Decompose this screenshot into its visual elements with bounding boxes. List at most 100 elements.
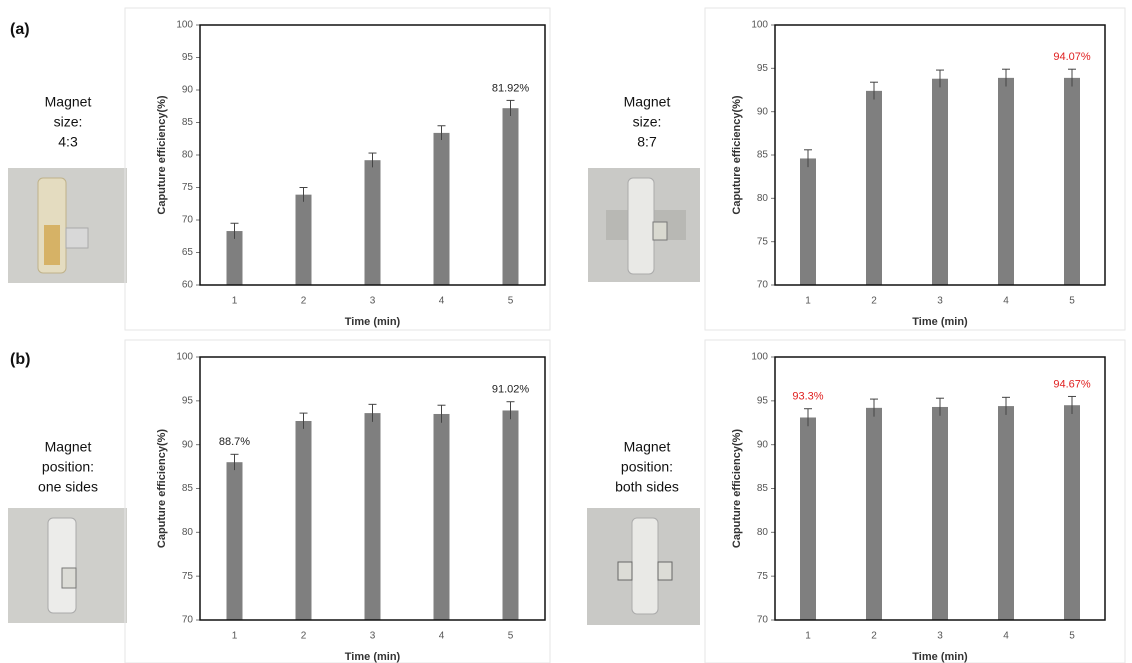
y-tick-label: 80 — [757, 527, 769, 538]
caption: size: — [633, 114, 662, 130]
bar — [365, 413, 381, 620]
y-tick-label: 95 — [182, 52, 194, 63]
x-tick-label: 2 — [871, 296, 877, 307]
y-tick-label: 95 — [757, 395, 769, 406]
x-tick-label: 4 — [439, 296, 445, 307]
y-axis-title: Caputure efficiency(%) — [156, 429, 168, 549]
y-axis-title: Caputure efficiency(%) — [156, 95, 168, 215]
bar — [866, 408, 882, 620]
caption: position: — [621, 459, 673, 475]
bar — [866, 91, 882, 285]
bar — [800, 158, 816, 285]
caption: Magnet — [624, 439, 671, 455]
panel-label: (b) — [10, 351, 30, 368]
y-tick-label: 85 — [757, 483, 769, 494]
y-axis-title: Caputure efficiency(%) — [731, 95, 743, 215]
bar — [434, 133, 450, 285]
bar — [998, 78, 1014, 285]
caption: Magnet — [45, 439, 92, 455]
y-tick-label: 75 — [757, 236, 769, 247]
x-axis-title: Time (min) — [912, 651, 968, 663]
x-axis-title: Time (min) — [345, 316, 401, 328]
y-tick-label: 90 — [182, 439, 194, 450]
x-tick-label: 2 — [301, 296, 307, 307]
bar — [434, 414, 450, 620]
bar — [227, 231, 243, 285]
y-tick-label: 85 — [182, 117, 194, 128]
caption: position: — [42, 459, 94, 475]
y-tick-label: 100 — [176, 352, 193, 363]
x-tick-label: 2 — [871, 631, 877, 642]
y-tick-label: 75 — [182, 571, 194, 582]
x-axis-title: Time (min) — [345, 651, 401, 663]
caption: 4:3 — [58, 134, 78, 150]
bar — [227, 462, 243, 620]
caption: one sides — [38, 479, 98, 495]
y-tick-label: 90 — [757, 439, 769, 450]
y-tick-label: 85 — [757, 150, 769, 161]
x-tick-label: 3 — [937, 631, 943, 642]
bar — [296, 421, 312, 620]
y-tick-label: 90 — [182, 85, 194, 96]
annotation: 88.7% — [219, 436, 250, 448]
photo — [8, 168, 127, 283]
annotation: 91.02% — [492, 384, 530, 396]
annotation: 94.67% — [1053, 378, 1091, 390]
x-tick-label: 1 — [232, 296, 238, 307]
y-tick-label: 65 — [182, 247, 194, 258]
bar — [1064, 78, 1080, 285]
x-tick-label: 2 — [301, 631, 307, 642]
x-tick-label: 5 — [508, 631, 514, 642]
bar — [1064, 405, 1080, 620]
y-tick-label: 100 — [751, 20, 768, 31]
bar — [503, 108, 519, 285]
y-tick-label: 70 — [182, 215, 194, 226]
y-tick-label: 100 — [751, 352, 768, 363]
x-tick-label: 4 — [1003, 296, 1009, 307]
y-tick-label: 75 — [757, 571, 769, 582]
photo — [587, 508, 700, 625]
x-tick-label: 1 — [805, 631, 811, 642]
y-tick-label: 75 — [182, 182, 194, 193]
caption: both sides — [615, 479, 679, 495]
panel-label: (a) — [10, 21, 30, 38]
x-axis-title: Time (min) — [912, 316, 968, 328]
y-tick-label: 80 — [757, 193, 769, 204]
bar — [296, 195, 312, 285]
x-tick-label: 4 — [1003, 631, 1009, 642]
y-tick-label: 70 — [757, 280, 769, 291]
annotation: 81.92% — [492, 82, 530, 94]
y-tick-label: 95 — [757, 63, 769, 74]
annotation: 94.07% — [1053, 51, 1091, 63]
x-tick-label: 5 — [1069, 631, 1075, 642]
bar — [998, 406, 1014, 620]
y-tick-label: 100 — [176, 20, 193, 31]
caption: 8:7 — [637, 134, 657, 150]
y-tick-label: 85 — [182, 483, 194, 494]
x-tick-label: 3 — [937, 296, 943, 307]
y-tick-label: 90 — [757, 106, 769, 117]
y-tick-label: 60 — [182, 280, 194, 291]
bar — [800, 417, 816, 620]
bar — [932, 407, 948, 620]
caption: Magnet — [45, 94, 92, 110]
x-tick-label: 5 — [1069, 296, 1075, 307]
caption: size: — [54, 114, 83, 130]
photo — [8, 508, 127, 623]
x-tick-label: 3 — [370, 631, 376, 642]
x-tick-label: 4 — [439, 631, 445, 642]
x-tick-label: 5 — [508, 296, 514, 307]
x-tick-label: 1 — [232, 631, 238, 642]
y-tick-label: 95 — [182, 395, 194, 406]
y-tick-label: 80 — [182, 150, 194, 161]
y-axis-title: Caputure efficiency(%) — [731, 429, 743, 549]
bar — [365, 160, 381, 285]
x-tick-label: 3 — [370, 296, 376, 307]
annotation: 93.3% — [792, 391, 823, 403]
y-tick-label: 70 — [757, 615, 769, 626]
x-tick-label: 1 — [805, 296, 811, 307]
bar — [503, 410, 519, 620]
bar — [932, 79, 948, 285]
y-tick-label: 80 — [182, 527, 194, 538]
photo — [588, 168, 700, 282]
